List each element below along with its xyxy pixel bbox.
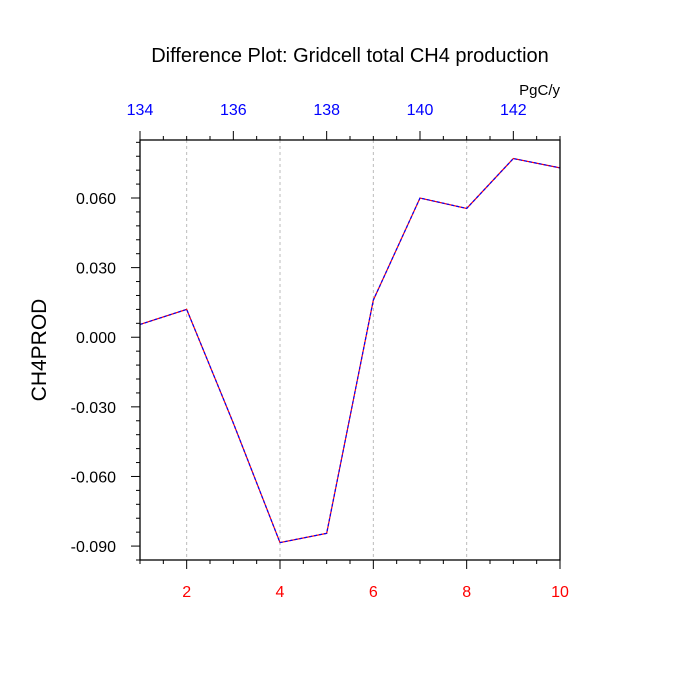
top-tick-label: 140 xyxy=(407,102,434,119)
bottom-tick-label: 4 xyxy=(276,584,285,601)
bottom-tick-label: 6 xyxy=(369,584,378,601)
y-tick-label: 0.000 xyxy=(76,330,116,347)
top-tick-label: 136 xyxy=(220,102,247,119)
y-tick-label: -0.060 xyxy=(71,469,116,486)
y-tick-label: 0.060 xyxy=(76,191,116,208)
bottom-tick-label: 8 xyxy=(462,584,471,601)
bottom-tick-label: 2 xyxy=(182,584,191,601)
series-line-dash xyxy=(139,157,561,544)
top-axis-units: PgC/y xyxy=(519,82,560,99)
y-tick-label: -0.030 xyxy=(71,400,116,417)
series-line xyxy=(139,157,561,544)
top-tick-label: 138 xyxy=(313,102,340,119)
top-tick-label: 142 xyxy=(500,102,527,119)
y-axis-label: CH4PROD xyxy=(28,299,51,402)
y-tick-label: -0.090 xyxy=(71,539,116,556)
chart-title: Difference Plot: Gridcell total CH4 prod… xyxy=(151,45,549,67)
bottom-tick-label: 10 xyxy=(551,584,569,601)
top-tick-label: 134 xyxy=(127,102,154,119)
y-tick-label: 0.030 xyxy=(76,261,116,278)
